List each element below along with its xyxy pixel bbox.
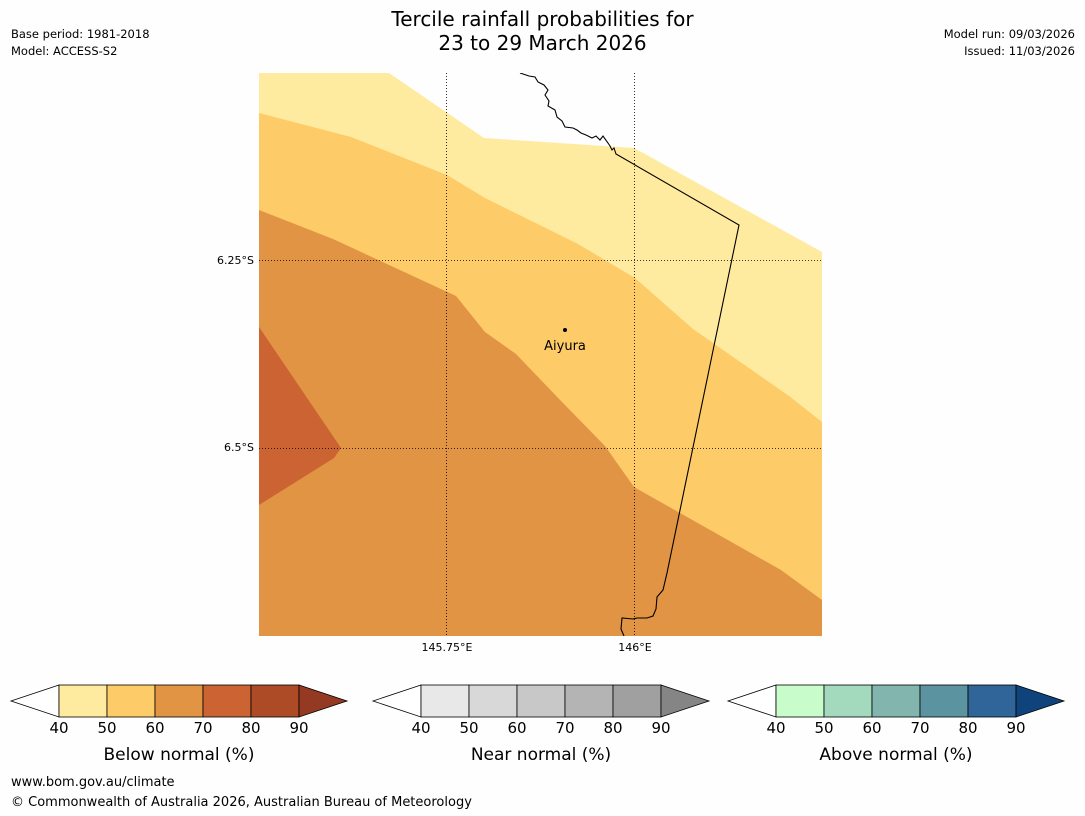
graticule bbox=[259, 73, 822, 636]
colorbar-tick-label: 40 bbox=[766, 719, 786, 737]
model-run: Model run: 09/03/2026 bbox=[943, 27, 1075, 41]
lat-label-6-5: 6.5°S bbox=[224, 441, 254, 454]
colorbar-segment bbox=[564, 684, 614, 718]
colorbar-tick-label: 70 bbox=[193, 719, 213, 737]
colorbar-segment bbox=[775, 684, 825, 718]
colorbar-segment bbox=[468, 684, 518, 718]
meta-right: Model run: 09/03/2026 Issued: 11/03/2026 bbox=[944, 26, 1075, 60]
chart-title: Tercile rainfall probabilities for 23 to… bbox=[0, 7, 1085, 55]
colorbar-tick-label: 90 bbox=[1006, 719, 1026, 737]
map-mask bbox=[259, 73, 822, 252]
probability-map: Aiyura bbox=[259, 73, 822, 636]
colorbar-segment bbox=[202, 684, 252, 718]
footer-url: www.bom.gov.au/climate bbox=[11, 775, 175, 790]
colorbar-label-below: Below normal (%) bbox=[103, 745, 255, 765]
colorbar-tick-label: 60 bbox=[862, 719, 882, 737]
meta-left: Base period: 1981-2018 Model: ACCESS-S2 bbox=[11, 26, 150, 60]
lon-label-146: 146°E bbox=[618, 641, 652, 654]
colorbar-segment bbox=[420, 684, 470, 718]
colorbar-tick-label: 80 bbox=[241, 719, 261, 737]
colorbar-under-triangle bbox=[9, 684, 60, 718]
colorbar-segment bbox=[106, 684, 156, 718]
base-period: Base period: 1981-2018 bbox=[11, 27, 150, 41]
colorbar-tick-label: 40 bbox=[49, 719, 69, 737]
colorbar-over-triangle bbox=[298, 684, 349, 718]
colorbar-tick-label: 70 bbox=[555, 719, 575, 737]
title-line-1: Tercile rainfall probabilities for bbox=[391, 7, 694, 31]
colorbar-segment bbox=[250, 684, 300, 718]
colorbars bbox=[9, 684, 1066, 718]
colorbar-segment bbox=[58, 684, 108, 718]
place-label: Aiyura bbox=[544, 339, 586, 354]
colorbar-segment bbox=[516, 684, 566, 718]
colorbar-under-triangle bbox=[371, 684, 422, 718]
colorbar-under-triangle bbox=[726, 684, 777, 718]
colorbar-segment bbox=[154, 684, 204, 718]
model-name: Model: ACCESS-S2 bbox=[11, 44, 118, 58]
colorbar-tick-label: 60 bbox=[507, 719, 527, 737]
issued-date: Issued: 11/03/2026 bbox=[964, 44, 1075, 58]
colorbar-tick-label: 40 bbox=[411, 719, 431, 737]
colorbar-label-above: Above normal (%) bbox=[819, 745, 973, 765]
colorbar-tick-label: 60 bbox=[145, 719, 165, 737]
colorbar-over-triangle bbox=[1015, 684, 1066, 718]
colorbar-segment bbox=[967, 684, 1017, 718]
colorbar-segment bbox=[871, 684, 921, 718]
colorbar-segment bbox=[823, 684, 873, 718]
colorbar-tick-label: 90 bbox=[651, 719, 671, 737]
footer-copyright: © Commonwealth of Australia 2026, Austra… bbox=[11, 795, 472, 810]
colorbar-tick-label: 50 bbox=[97, 719, 117, 737]
colorbar-tick-label: 80 bbox=[603, 719, 623, 737]
colorbar-over-triangle bbox=[660, 684, 711, 718]
colorbar-tick-label: 80 bbox=[958, 719, 978, 737]
colorbar-below-normal bbox=[9, 684, 349, 718]
colorbar-tick-label: 50 bbox=[814, 719, 834, 737]
colorbar-segment bbox=[612, 684, 662, 718]
title-line-2: 23 to 29 March 2026 bbox=[438, 31, 647, 55]
colorbar-label-near: Near normal (%) bbox=[470, 745, 612, 765]
lat-label-6-25: 6.25°S bbox=[217, 254, 254, 267]
place-marker bbox=[563, 328, 567, 332]
zone-70-80 bbox=[259, 327, 341, 505]
colorbar-tick-label: 50 bbox=[459, 719, 479, 737]
colorbar-segment bbox=[919, 684, 969, 718]
border-line bbox=[519, 73, 740, 636]
colorbar-near-normal bbox=[371, 684, 711, 718]
lon-label-145-75: 145.75°E bbox=[421, 641, 473, 654]
colorbar-above-normal bbox=[726, 684, 1066, 718]
colorbar-tick-label: 90 bbox=[289, 719, 309, 737]
colorbar-tick-label: 70 bbox=[910, 719, 930, 737]
